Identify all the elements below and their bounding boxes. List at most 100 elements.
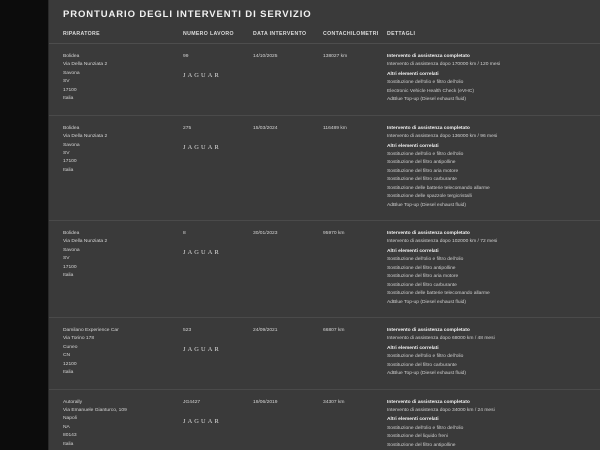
service-item: Sostituzione dell'olio e filtro dell'oli… bbox=[387, 354, 464, 360]
odometer-value: 34307 km bbox=[323, 399, 345, 405]
service-status: Intervento di assistenza completato bbox=[387, 399, 470, 405]
job-number: 523 bbox=[183, 327, 192, 333]
cell-riparatore: Bolidea Via Della Nunziata 2 Savona SV 17100… bbox=[49, 115, 183, 222]
brand-logo-wrap: JAGUAR bbox=[183, 70, 251, 81]
service-status: Intervento di assistenza completato bbox=[387, 125, 470, 131]
repairer-name: Bolidea bbox=[63, 54, 80, 59]
repairer-street: Via Torino 178 bbox=[63, 336, 95, 342]
repairer-postcode: 80143 bbox=[63, 433, 77, 439]
service-interval: Intervento di assistenza dopo 136000 km … bbox=[387, 134, 498, 140]
cell-dettagli: Intervento di assistenza completato Inter… bbox=[387, 220, 600, 318]
odometer-value: 138027 km bbox=[323, 54, 348, 59]
cell-numero-lavoro: 275 JAGUAR bbox=[183, 115, 253, 222]
service-item: Sostituzione dell'olio e filtro dell'oli… bbox=[387, 80, 464, 86]
repairer-city: Savona bbox=[63, 142, 80, 148]
cell-contachilometri: 116489 km bbox=[323, 115, 387, 222]
service-item: Sostituzione del filtro aria motore bbox=[387, 168, 459, 174]
service-date: 14/10/2025 bbox=[253, 54, 278, 59]
repairer-name: Bolidea bbox=[63, 231, 80, 236]
table-row: Bolidea Via Della Nunziata 2 Savona SV 17100… bbox=[49, 220, 600, 318]
service-item: Sostituzione delle batterie telecomando … bbox=[387, 291, 490, 297]
cell-dettagli: Intervento di assistenza completato Inter… bbox=[387, 43, 600, 116]
service-status: Intervento di assistenza completato bbox=[387, 54, 470, 59]
cell-data-intervento: 30/01/2023 bbox=[253, 220, 323, 318]
service-item: AdBlue Top-up (Diesel exhaust fluid) bbox=[387, 299, 467, 305]
table-row: Damilano Experience Car Via Torino 178 Cun… bbox=[49, 317, 600, 390]
service-interval: Intervento di assistenza dopo 34000 km /… bbox=[387, 408, 495, 413]
cell-numero-lavoro: JG4427 JAGUAR bbox=[183, 389, 253, 450]
repairer-street: Via Della Nunziata 2 bbox=[63, 134, 108, 140]
cell-contachilometri: 66807 km bbox=[323, 317, 387, 390]
service-item: Sostituzione dell'olio e filtro dell'oli… bbox=[387, 257, 464, 263]
cell-riparatore: Autorally Via Emanuele Gianturco, 109 Napo… bbox=[49, 389, 183, 450]
cell-data-intervento: 15/03/2024 bbox=[253, 115, 323, 222]
service-item: Sostituzione dell'olio e filtro dell'oli… bbox=[387, 425, 464, 431]
table-row: Bolidea Via Della Nunziata 2 Savona SV 17100… bbox=[49, 115, 600, 222]
related-items-heading: Altri elementi correlati bbox=[387, 143, 439, 149]
column-header-contachilometri: CONTACHILOMETRI bbox=[323, 28, 387, 44]
repairer-province: SV bbox=[63, 79, 70, 85]
service-item: AdBlue Top-up (Diesel exhaust fluid) bbox=[387, 97, 467, 103]
repairer-street: Via Emanuele Gianturco, 109 bbox=[63, 408, 127, 413]
service-item: Sostituzione del filtro carburante bbox=[387, 282, 457, 288]
odometer-value: 116489 km bbox=[323, 125, 347, 131]
repairer-street: Via Della Nunziata 2 bbox=[63, 62, 108, 68]
cell-data-intervento: 14/10/2025 bbox=[253, 43, 323, 116]
cell-data-intervento: 24/09/2021 bbox=[253, 317, 323, 390]
service-item: Sostituzione del filtro antipolline bbox=[387, 265, 456, 271]
job-number: 275 bbox=[183, 125, 192, 131]
repairer-city: Savona bbox=[63, 70, 80, 76]
brand-logo-wrap: JAGUAR bbox=[183, 344, 251, 355]
table-header-row: RIPARATORE NUMERO LAVORO DATA INTERVENTO… bbox=[49, 28, 600, 44]
service-status: Intervento di assistenza completato bbox=[387, 327, 470, 333]
cell-numero-lavoro: 8 JAGUAR bbox=[183, 220, 253, 318]
repairer-postcode: 12100 bbox=[63, 361, 77, 367]
service-item: AdBlue Top-up (Diesel exhaust fluid) bbox=[387, 202, 467, 208]
job-number: JG4427 bbox=[183, 399, 201, 405]
service-item: Sostituzione del liquido freni bbox=[387, 434, 448, 440]
jaguar-logo: JAGUAR bbox=[183, 418, 221, 425]
repairer-country: Italia bbox=[63, 167, 74, 173]
cell-contachilometri: 138027 km bbox=[323, 43, 387, 116]
cell-contachilometri: 95970 km bbox=[323, 220, 387, 318]
repairer-country: Italia bbox=[63, 370, 74, 376]
cell-riparatore: Damilano Experience Car Via Torino 178 Cun… bbox=[49, 317, 183, 390]
job-number: 8 bbox=[183, 231, 186, 236]
service-item: Sostituzione dell'olio e filtro dell'oli… bbox=[387, 151, 464, 157]
repairer-province: SV bbox=[63, 256, 70, 262]
brand-logo-wrap: JAGUAR bbox=[183, 142, 251, 153]
repairer-city: Savona bbox=[63, 247, 80, 253]
cell-data-intervento: 19/06/2019 bbox=[253, 389, 323, 450]
repairer-country: Italia bbox=[63, 441, 74, 447]
service-history-page: PRONTUARIO DEGLI INTERVENTI DI SERVIZIO … bbox=[48, 0, 600, 450]
page-title: PRONTUARIO DEGLI INTERVENTI DI SERVIZIO bbox=[63, 9, 312, 20]
repairer-name: Bolidea bbox=[63, 125, 80, 131]
jaguar-logo: JAGUAR bbox=[183, 72, 221, 80]
cell-numero-lavoro: 99 JAGUAR bbox=[183, 43, 253, 116]
service-item: Electronic Vehicle Health Check (eVHC) bbox=[387, 88, 474, 94]
service-item: Sostituzione del filtro carburante bbox=[387, 177, 457, 183]
service-item: Sostituzione del filtro antipolline bbox=[387, 160, 456, 166]
repairer-province: CN bbox=[63, 353, 71, 359]
service-item: Sostituzione delle batterie telecomando … bbox=[387, 185, 490, 191]
odometer-value: 95970 km bbox=[323, 231, 345, 236]
service-item: AdBlue Top-up (Diesel exhaust fluid) bbox=[387, 371, 467, 377]
related-items-heading: Altri elementi correlati bbox=[387, 71, 439, 77]
related-items-heading: Altri elementi correlati bbox=[387, 417, 439, 423]
cell-riparatore: Bolidea Via Della Nunziata 2 Savona SV 17100… bbox=[49, 43, 183, 116]
service-status: Intervento di assistenza completato bbox=[387, 231, 470, 236]
cell-contachilometri: 34307 km bbox=[323, 389, 387, 450]
repairer-postcode: 17100 bbox=[63, 264, 77, 270]
service-date: 15/03/2024 bbox=[253, 125, 278, 131]
repairer-street: Via Della Nunziata 2 bbox=[63, 239, 108, 245]
service-date: 24/09/2021 bbox=[253, 327, 278, 333]
repairer-country: Italia bbox=[63, 273, 74, 279]
jaguar-logo: JAGUAR bbox=[183, 144, 221, 152]
cell-riparatore: Bolidea Via Della Nunziata 2 Savona SV 17100… bbox=[49, 220, 183, 318]
column-header-dettagli: DETTAGLI bbox=[387, 28, 600, 44]
table-row: Bolidea Via Della Nunziata 2 Savona SV 17100… bbox=[49, 43, 600, 116]
table-row: Autorally Via Emanuele Gianturco, 109 Napo… bbox=[49, 389, 600, 450]
related-items-heading: Altri elementi correlati bbox=[387, 345, 439, 351]
jaguar-logo: JAGUAR bbox=[183, 249, 221, 257]
repairer-province: NA bbox=[63, 424, 70, 430]
